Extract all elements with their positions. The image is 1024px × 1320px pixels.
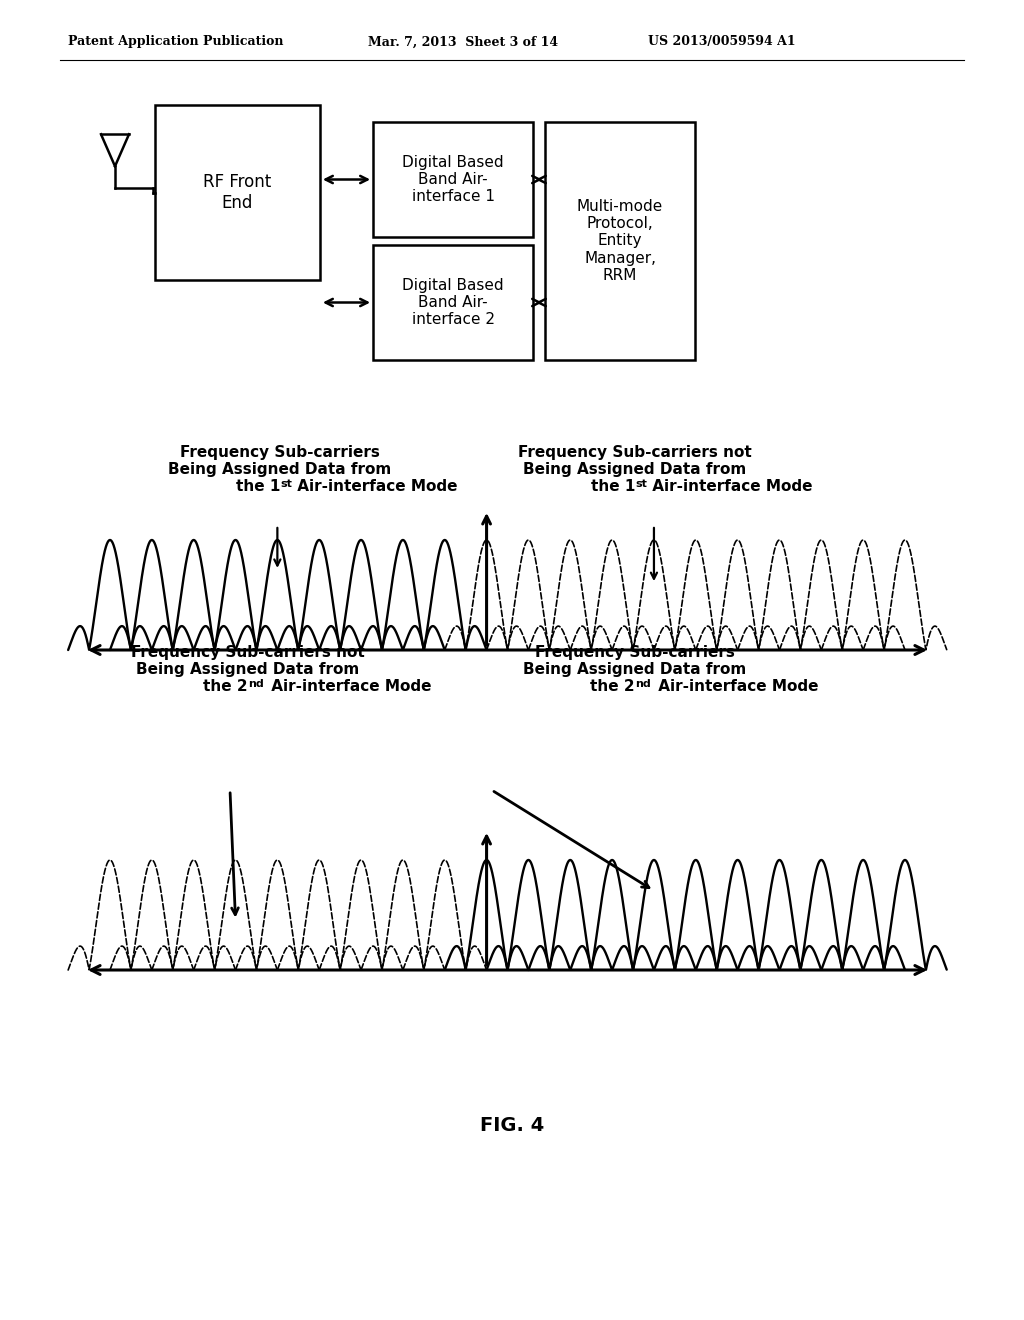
Text: Being Assigned Data from: Being Assigned Data from: [523, 462, 746, 477]
Text: st: st: [280, 479, 292, 488]
Text: nd: nd: [635, 678, 650, 689]
Text: Air-interface Mode: Air-interface Mode: [292, 479, 458, 494]
Text: the 1: the 1: [236, 479, 280, 494]
Text: Being Assigned Data from: Being Assigned Data from: [168, 462, 391, 477]
Text: the 1: the 1: [591, 479, 635, 494]
Bar: [155, 106, 319, 280]
Bar: [373, 121, 534, 238]
Text: the 2: the 2: [591, 678, 635, 694]
Text: Frequency Sub-carriers: Frequency Sub-carriers: [536, 645, 735, 660]
Text: Being Assigned Data from: Being Assigned Data from: [523, 663, 746, 677]
Text: FIG. 4: FIG. 4: [480, 1115, 544, 1135]
Text: nd: nd: [248, 678, 264, 689]
Text: Patent Application Publication: Patent Application Publication: [68, 36, 284, 49]
Text: Mar. 7, 2013  Sheet 3 of 14: Mar. 7, 2013 Sheet 3 of 14: [368, 36, 558, 49]
Text: Digital Based
Band Air-
interface 2: Digital Based Band Air- interface 2: [402, 277, 504, 327]
Text: the 2: the 2: [204, 678, 248, 694]
Text: Air-interface Mode: Air-interface Mode: [266, 678, 431, 694]
Bar: [545, 121, 695, 360]
Text: Digital Based
Band Air-
interface 1: Digital Based Band Air- interface 1: [402, 154, 504, 205]
Text: st: st: [635, 479, 647, 488]
Text: Being Assigned Data from: Being Assigned Data from: [136, 663, 359, 677]
Text: US 2013/0059594 A1: US 2013/0059594 A1: [648, 36, 796, 49]
Text: Multi-mode
Protocol,
Entity
Manager,
RRM: Multi-mode Protocol, Entity Manager, RRM: [577, 199, 664, 284]
Bar: [373, 246, 534, 360]
Text: RF Front
End: RF Front End: [204, 173, 271, 213]
Text: Frequency Sub-carriers not: Frequency Sub-carriers not: [131, 645, 365, 660]
Text: Frequency Sub-carriers: Frequency Sub-carriers: [180, 445, 380, 459]
Text: Air-interface Mode: Air-interface Mode: [647, 479, 812, 494]
Text: Air-interface Mode: Air-interface Mode: [653, 678, 818, 694]
Text: Frequency Sub-carriers not: Frequency Sub-carriers not: [518, 445, 752, 459]
